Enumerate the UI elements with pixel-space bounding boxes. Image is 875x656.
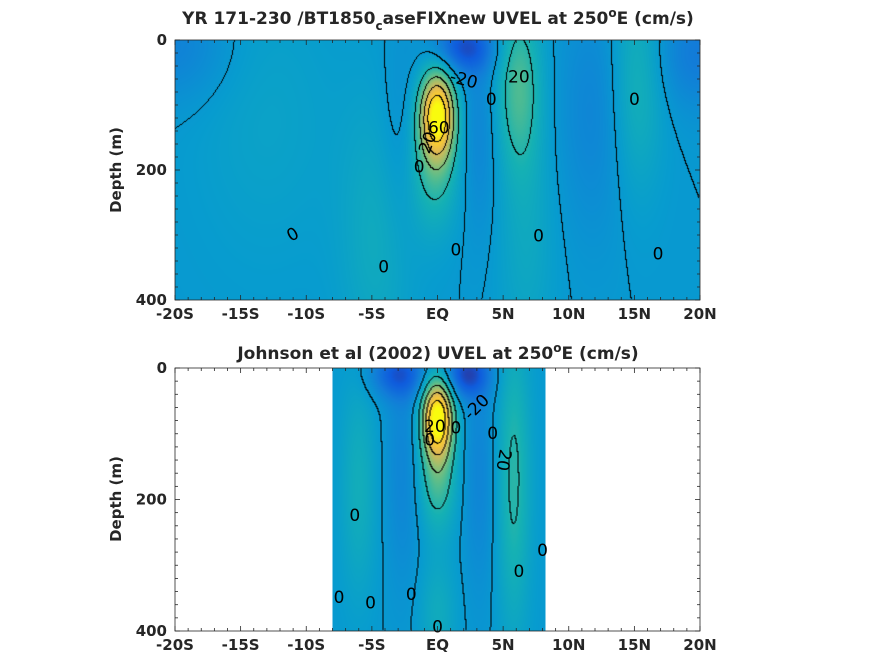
y-tick-label: 0 (157, 359, 167, 377)
x-tick-label: 5N (492, 636, 515, 654)
x-tick-label: 15N (618, 305, 651, 323)
y-tick-label: 0 (157, 31, 167, 49)
x-tick-label: 10N (552, 636, 585, 654)
x-tick-label: 5N (492, 305, 515, 323)
y-tick-label: 400 (136, 291, 167, 309)
contour-label: 0 (487, 424, 498, 444)
x-tick-label: 20N (683, 636, 716, 654)
contour-label: 0 (414, 157, 425, 177)
contour-label: 0 (450, 241, 461, 261)
x-tick-label: 15N (618, 636, 651, 654)
y-tick-label: 200 (136, 491, 167, 509)
contour-label: 60 (428, 118, 450, 138)
y-tick-label: 200 (136, 161, 167, 179)
velocity-heatmap (332, 368, 546, 631)
contour-label: 20 (424, 417, 446, 437)
y-axis-label: Depth (m) (107, 456, 125, 542)
contour-label: 20 (508, 68, 530, 88)
y-axis-label: Depth (m) (107, 127, 125, 213)
x-tick-label: -15S (222, 305, 260, 323)
contour-label: 0 (349, 506, 360, 526)
contour-label: 0 (334, 588, 345, 608)
contour-label: 0 (537, 541, 548, 561)
x-tick-label: 20N (683, 305, 716, 323)
contour-label: 20 (491, 448, 514, 473)
x-tick-label: EQ (426, 305, 449, 323)
contour-label: 0 (533, 226, 544, 246)
x-tick-label: -5S (358, 636, 385, 654)
contour-label: 0 (513, 562, 524, 582)
x-tick-label: -5S (358, 305, 385, 323)
x-tick-label: EQ (426, 636, 449, 654)
panel-top: YR 171-230 /BT1850caseFIXnew UVEL at 250… (107, 6, 717, 323)
x-tick-label: -10S (287, 305, 325, 323)
y-tick-label: 400 (136, 622, 167, 640)
contour-label: 0 (365, 593, 376, 613)
contour-label: 0 (486, 90, 497, 110)
x-tick-label: -15S (222, 636, 260, 654)
contour-label: 0 (424, 430, 435, 450)
contour-label: 0 (450, 418, 461, 438)
panel-title: YR 171-230 /BT1850caseFIXnew UVEL at 250… (181, 6, 694, 33)
contour-label: 0 (653, 245, 664, 265)
x-tick-label: -20S (156, 636, 194, 654)
contour-label: 0 (629, 90, 640, 110)
panel-bottom: Johnson et al (2002) UVEL at 250oE (cm/s… (107, 341, 717, 654)
velocity-heatmap (175, 40, 700, 300)
x-tick-label: -10S (287, 636, 325, 654)
x-tick-label: -20S (156, 305, 194, 323)
x-tick-label: 10N (552, 305, 585, 323)
contour-label: 0 (378, 258, 389, 278)
panel-title: Johnson et al (2002) UVEL at 250oE (cm/s… (236, 341, 638, 364)
contour-label: 0 (406, 585, 417, 605)
